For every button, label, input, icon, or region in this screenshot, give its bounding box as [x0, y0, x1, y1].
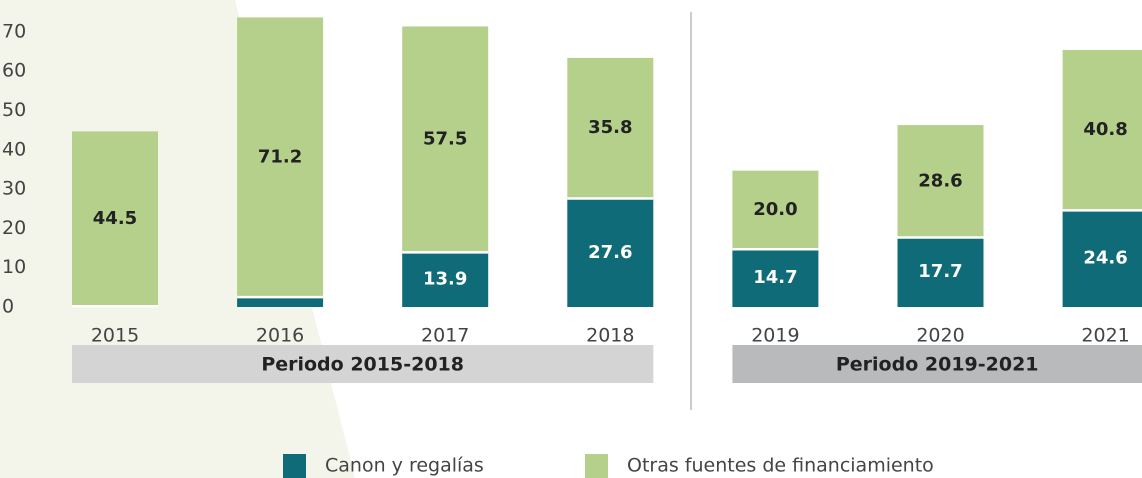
bar-segment: [897, 237, 984, 307]
data-label: 24.6: [1083, 248, 1127, 269]
bar-segment: [567, 57, 654, 199]
legend-swatch: [283, 454, 306, 478]
y-tick-label: 20: [2, 217, 26, 239]
legend-label: Canon y regalías: [325, 455, 484, 477]
data-label: 28.6: [918, 170, 962, 191]
bar-segment: [897, 125, 984, 238]
data-label: 13.9: [423, 269, 467, 290]
x-tick-label: 2017: [421, 325, 469, 347]
x-tick-label: 2021: [1081, 325, 1129, 347]
bar-segment: [72, 131, 158, 307]
data-label: 44.5: [93, 208, 137, 229]
legend-swatch: [585, 454, 608, 478]
period-label: Periodo 2015-2018: [261, 354, 464, 376]
data-label: 57.5: [423, 128, 467, 149]
data-label: 35.8: [588, 117, 632, 138]
y-tick-label: 40: [2, 138, 26, 160]
data-label: 27.6: [588, 242, 632, 263]
y-tick-label: 30: [2, 178, 26, 200]
bar-segment: [567, 198, 654, 307]
x-tick-label: 2015: [91, 325, 139, 347]
x-tick-label: 2019: [751, 325, 799, 347]
bar-segment: [1062, 50, 1142, 211]
x-tick-label: 2016: [256, 325, 304, 347]
x-tick-label: 2018: [586, 325, 634, 347]
period-box: [732, 345, 1142, 383]
data-label: 71.2: [258, 146, 302, 167]
bar-segment: [237, 17, 324, 298]
y-tick-label: 0: [2, 296, 14, 318]
y-tick-label: 60: [2, 60, 26, 82]
data-label: 14.7: [753, 267, 797, 288]
bar-segment: [1062, 210, 1142, 307]
period-label: Periodo 2019-2021: [836, 354, 1039, 376]
bar-segment: [402, 252, 489, 307]
x-tick-label: 2020: [916, 325, 964, 347]
bar-segment: [237, 297, 324, 307]
y-tick-label: 70: [2, 20, 26, 42]
data-label: 20.0: [753, 199, 797, 220]
bar-segment: [732, 249, 819, 307]
y-tick-label: 10: [2, 256, 26, 278]
data-label: 40.8: [1083, 119, 1127, 140]
bar-segment: [732, 170, 819, 250]
period-box: [72, 345, 654, 383]
bar-segment: [402, 26, 489, 253]
data-label: 17.7: [918, 261, 962, 282]
legend-label: Otras fuentes de financiamiento: [627, 455, 934, 477]
y-tick-label: 50: [2, 99, 26, 121]
